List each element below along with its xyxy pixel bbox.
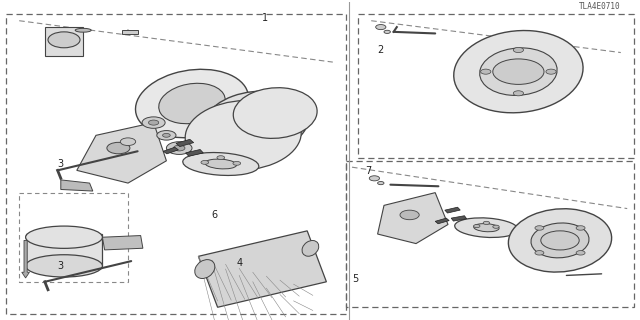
Ellipse shape	[204, 91, 308, 154]
Ellipse shape	[159, 83, 225, 124]
Ellipse shape	[195, 260, 215, 278]
Circle shape	[546, 69, 556, 74]
Ellipse shape	[474, 224, 499, 232]
Circle shape	[166, 142, 192, 155]
Bar	[435, 218, 449, 224]
Circle shape	[376, 25, 386, 30]
Bar	[102, 236, 143, 250]
Circle shape	[576, 251, 585, 255]
Text: 3: 3	[58, 159, 64, 169]
Ellipse shape	[76, 28, 92, 32]
Ellipse shape	[26, 255, 102, 277]
Circle shape	[48, 32, 80, 48]
Circle shape	[157, 131, 176, 140]
Text: 4: 4	[237, 258, 243, 268]
Text: 2: 2	[378, 44, 384, 54]
Circle shape	[481, 69, 491, 74]
Polygon shape	[61, 180, 93, 191]
Circle shape	[378, 181, 384, 185]
Bar	[26, 234, 102, 266]
Text: 5: 5	[352, 274, 358, 284]
Circle shape	[576, 226, 585, 230]
Circle shape	[201, 161, 209, 164]
Circle shape	[120, 138, 136, 146]
Circle shape	[217, 156, 225, 160]
Bar	[445, 207, 460, 213]
Circle shape	[483, 221, 490, 225]
Text: 6: 6	[211, 210, 218, 220]
Circle shape	[493, 225, 499, 228]
Circle shape	[148, 120, 159, 125]
Circle shape	[384, 30, 390, 34]
Bar	[19, 193, 128, 282]
Polygon shape	[378, 193, 448, 244]
Bar	[451, 216, 467, 221]
Polygon shape	[198, 231, 326, 307]
Circle shape	[474, 225, 480, 228]
Ellipse shape	[185, 100, 301, 170]
Circle shape	[163, 133, 170, 137]
Ellipse shape	[454, 30, 583, 113]
Ellipse shape	[233, 88, 317, 138]
Bar	[163, 147, 179, 154]
Circle shape	[513, 47, 524, 52]
Bar	[358, 14, 634, 158]
Ellipse shape	[183, 153, 259, 175]
Text: 7: 7	[365, 165, 371, 176]
Ellipse shape	[508, 209, 612, 272]
Circle shape	[535, 251, 544, 255]
Circle shape	[142, 117, 165, 128]
Circle shape	[107, 142, 130, 154]
Circle shape	[369, 176, 380, 181]
Ellipse shape	[479, 48, 557, 95]
Ellipse shape	[136, 69, 248, 138]
Text: 1: 1	[262, 13, 269, 23]
Circle shape	[541, 231, 579, 250]
Text: 3: 3	[58, 261, 64, 271]
Ellipse shape	[26, 226, 102, 248]
Bar	[346, 161, 634, 307]
Bar	[176, 139, 194, 147]
Circle shape	[233, 162, 241, 165]
FancyArrow shape	[22, 240, 29, 278]
Ellipse shape	[205, 159, 237, 169]
Ellipse shape	[454, 218, 518, 237]
Circle shape	[535, 226, 544, 230]
Circle shape	[513, 91, 524, 96]
Circle shape	[173, 145, 185, 151]
Ellipse shape	[531, 223, 589, 258]
Text: TLA4E0710: TLA4E0710	[579, 2, 621, 11]
Bar	[6, 14, 346, 314]
Ellipse shape	[227, 105, 285, 140]
Bar	[186, 149, 204, 156]
Ellipse shape	[302, 241, 319, 256]
Circle shape	[493, 59, 544, 84]
Circle shape	[400, 210, 419, 220]
Bar	[122, 30, 138, 35]
Bar	[45, 27, 83, 56]
Polygon shape	[77, 123, 166, 183]
